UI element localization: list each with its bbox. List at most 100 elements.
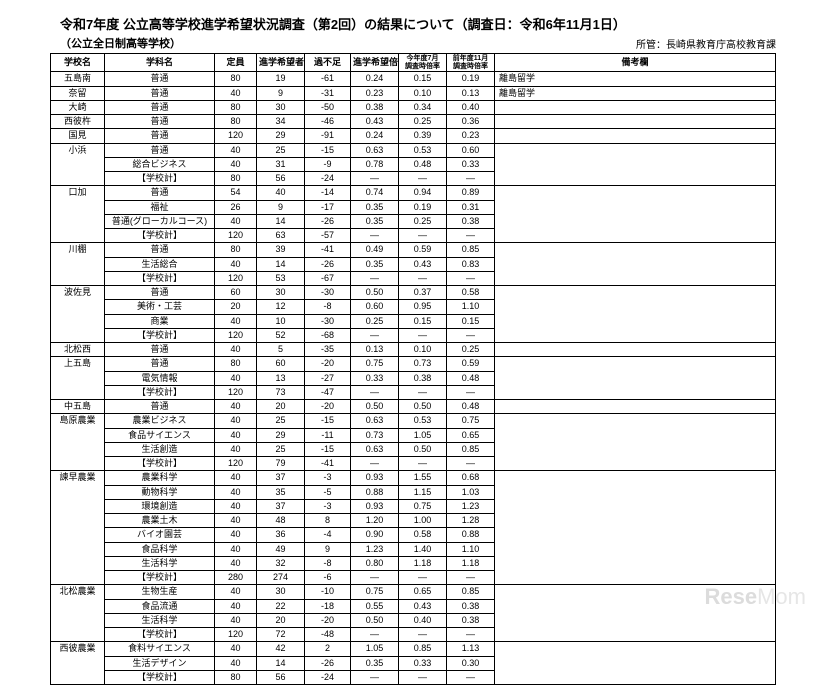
data-cell: -9 xyxy=(305,157,351,171)
data-cell: 40 xyxy=(215,428,257,442)
data-cell: 【学校計】 xyxy=(105,328,215,342)
data-cell: 34 xyxy=(257,115,305,129)
data-cell: 0.40 xyxy=(399,613,447,627)
data-cell: 30 xyxy=(257,585,305,599)
data-cell: 0.55 xyxy=(351,599,399,613)
subtitle-right: 所管：長崎県教育庁高校教育課 xyxy=(636,36,776,51)
data-cell: 0.60 xyxy=(447,143,495,157)
data-cell: 40 xyxy=(257,186,305,200)
data-cell: 19 xyxy=(257,72,305,86)
data-cell: 【学校計】 xyxy=(105,628,215,642)
data-cell: — xyxy=(447,271,495,285)
data-cell: 【学校計】 xyxy=(105,457,215,471)
data-cell: 0.15 xyxy=(447,314,495,328)
data-cell: 0.80 xyxy=(351,556,399,570)
data-cell: 37 xyxy=(257,471,305,485)
data-cell: 普通 xyxy=(105,400,215,414)
data-cell: 0.75 xyxy=(447,414,495,428)
data-cell: — xyxy=(351,457,399,471)
data-cell: 0.19 xyxy=(399,200,447,214)
data-cell: — xyxy=(351,172,399,186)
data-cell: 普通 xyxy=(105,143,215,157)
data-cell: 14 xyxy=(257,257,305,271)
data-cell: 40 xyxy=(215,214,257,228)
data-cell: 1.55 xyxy=(399,471,447,485)
data-cell: — xyxy=(399,328,447,342)
data-cell: 1.40 xyxy=(399,542,447,556)
data-cell: -46 xyxy=(305,115,351,129)
table-row: 島原農業農業ビジネス4025-150.630.530.75 xyxy=(51,414,776,428)
school-name-cell: 国見 xyxy=(51,129,105,143)
data-cell: 0.90 xyxy=(351,528,399,542)
data-cell: 120 xyxy=(215,385,257,399)
data-cell: 0.75 xyxy=(399,499,447,513)
data-cell: 食品科学 xyxy=(105,542,215,556)
data-cell: 0.78 xyxy=(351,157,399,171)
data-cell: 10 xyxy=(257,314,305,328)
data-cell: 生物生産 xyxy=(105,585,215,599)
data-cell: — xyxy=(399,172,447,186)
data-cell: 40 xyxy=(215,528,257,542)
data-cell: -91 xyxy=(305,129,351,143)
data-cell: 56 xyxy=(257,670,305,684)
data-cell: 【学校計】 xyxy=(105,385,215,399)
data-cell: 37 xyxy=(257,499,305,513)
data-cell: — xyxy=(447,385,495,399)
data-cell: 80 xyxy=(215,72,257,86)
data-cell: 1.28 xyxy=(447,514,495,528)
page-title: 令和7年度 公立高等学校進学希望状況調査（第2回）の結果について（調査日：令和6… xyxy=(60,14,776,33)
data-cell: 25 xyxy=(257,414,305,428)
data-cell: 20 xyxy=(257,400,305,414)
data-cell: 0.48 xyxy=(399,157,447,171)
data-cell: 0.13 xyxy=(447,86,495,100)
data-cell: 1.10 xyxy=(447,300,495,314)
data-cell: 0.10 xyxy=(399,343,447,357)
data-cell: — xyxy=(447,457,495,471)
data-cell xyxy=(495,100,776,114)
data-cell: 40 xyxy=(215,143,257,157)
data-cell: -8 xyxy=(305,556,351,570)
data-cell: 【学校計】 xyxy=(105,271,215,285)
data-cell: 0.85 xyxy=(447,243,495,257)
data-cell: -35 xyxy=(305,343,351,357)
data-cell: 動物科学 xyxy=(105,485,215,499)
data-cell: 普通 xyxy=(105,186,215,200)
data-cell: 49 xyxy=(257,542,305,556)
data-cell: -68 xyxy=(305,328,351,342)
school-name-cell: 諫早農業 xyxy=(51,471,105,585)
data-cell: 14 xyxy=(257,656,305,670)
data-cell: — xyxy=(399,271,447,285)
data-cell: 0.60 xyxy=(351,300,399,314)
data-cell: 普通 xyxy=(105,343,215,357)
table-body: 五島南普通8019-610.240.150.19離島留学奈留普通409-310.… xyxy=(51,72,776,685)
data-cell: 0.34 xyxy=(399,100,447,114)
data-cell: 1.18 xyxy=(447,556,495,570)
data-cell: 40 xyxy=(215,499,257,513)
col-header: 学校名 xyxy=(51,54,105,72)
data-cell: 0.75 xyxy=(351,585,399,599)
data-cell: -26 xyxy=(305,257,351,271)
data-cell: 32 xyxy=(257,556,305,570)
data-cell: — xyxy=(447,229,495,243)
data-cell: 40 xyxy=(215,257,257,271)
table-row: 西彼農業食料サイエンス404221.050.851.13 xyxy=(51,642,776,656)
data-cell: 0.39 xyxy=(399,129,447,143)
data-cell: 80 xyxy=(215,243,257,257)
data-cell: -10 xyxy=(305,585,351,599)
data-cell: 40 xyxy=(215,542,257,556)
data-cell: 48 xyxy=(257,514,305,528)
data-cell: 0.59 xyxy=(399,243,447,257)
data-cell: 280 xyxy=(215,571,257,585)
data-cell: 0.68 xyxy=(447,471,495,485)
school-name-cell: 五島南 xyxy=(51,72,105,86)
data-cell: 0.50 xyxy=(351,286,399,300)
data-cell: -15 xyxy=(305,442,351,456)
data-cell: -47 xyxy=(305,385,351,399)
data-cell: 0.24 xyxy=(351,129,399,143)
data-cell: 40 xyxy=(215,656,257,670)
data-cell: 13 xyxy=(257,371,305,385)
data-cell: — xyxy=(351,229,399,243)
data-cell: 0.35 xyxy=(351,214,399,228)
col-header: 前年度11月調査時倍率 xyxy=(447,54,495,72)
data-cell: 0.25 xyxy=(399,115,447,129)
